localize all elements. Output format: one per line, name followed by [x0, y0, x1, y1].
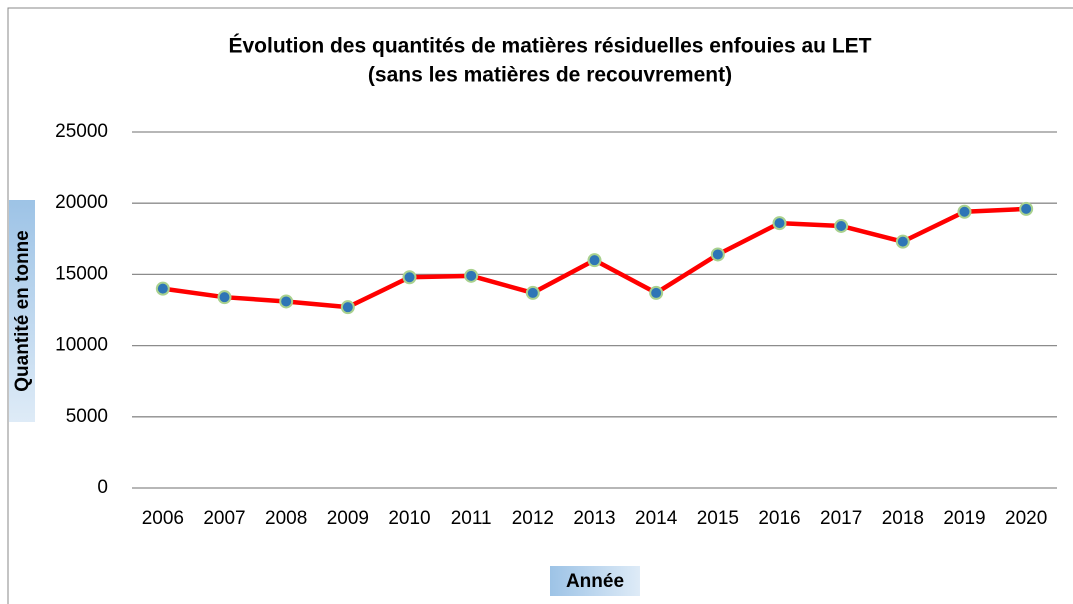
marker [279, 294, 294, 309]
chart-title: Évolution des quantités de matières rési… [228, 35, 871, 58]
marker [710, 247, 725, 262]
x-tick-label: 2014 [635, 508, 678, 529]
marker [155, 281, 170, 296]
x-tick-label: 2007 [203, 508, 245, 529]
y-axis-label: Quantité en tonne [12, 230, 33, 392]
x-tick-label: 2013 [573, 508, 615, 529]
marker [217, 290, 232, 305]
marker [402, 270, 417, 285]
chart-subtitle: (sans les matières de recouvrement) [368, 64, 732, 87]
x-tick-label: 2012 [512, 508, 554, 529]
marker [772, 216, 787, 231]
y-tick-label: 25000 [55, 121, 108, 142]
y-tick-label: 5000 [66, 406, 108, 427]
x-tick-label: 2017 [820, 508, 862, 529]
x-tick-label: 2006 [142, 508, 184, 529]
x-tick-label: 2019 [943, 508, 985, 529]
x-tick-label: 2008 [265, 508, 307, 529]
x-tick-label: 2010 [388, 508, 430, 529]
marker [834, 218, 849, 233]
y-tick-label: 10000 [55, 335, 108, 356]
x-tick-label: 2018 [882, 508, 924, 529]
marker [957, 204, 972, 219]
x-label-box [550, 566, 640, 596]
x-tick-label: 2020 [1005, 508, 1047, 529]
y-label-box [9, 200, 35, 422]
x-tick-label: 2011 [451, 508, 492, 529]
x-axis-label: Année [566, 571, 624, 592]
x-tick-label: 2016 [758, 508, 800, 529]
marker [649, 285, 664, 300]
x-tick-label: 2015 [697, 508, 739, 529]
chart-border [7, 7, 1073, 604]
y-tick-label: 20000 [55, 192, 108, 213]
marker [464, 268, 479, 283]
x-tick-label: 2009 [327, 508, 369, 529]
marker [1019, 201, 1034, 216]
marker [895, 234, 910, 249]
marker [340, 300, 355, 315]
y-tick-label: 0 [97, 477, 108, 498]
marker [525, 285, 540, 300]
marker [587, 253, 602, 268]
y-tick-label: 15000 [55, 263, 108, 284]
